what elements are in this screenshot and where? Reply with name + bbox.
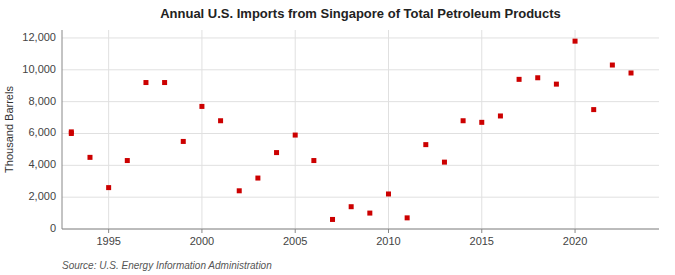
y-tick-label: 6,000 (28, 126, 56, 138)
y-grid-line (62, 69, 659, 70)
point (479, 120, 484, 125)
x-tick-label: 2015 (470, 235, 494, 247)
x-tick-label: 2000 (190, 235, 214, 247)
points (69, 39, 634, 222)
point (386, 191, 391, 196)
point (181, 139, 186, 144)
y-tick-label: 2,000 (28, 190, 56, 202)
point (69, 129, 74, 134)
title: Annual U.S. Imports from Singapore of To… (160, 6, 561, 21)
y-tick-label: 10,000 (22, 63, 56, 75)
point (442, 160, 447, 165)
point (461, 118, 466, 123)
point (610, 63, 615, 68)
x-tick (388, 229, 389, 233)
point (311, 158, 316, 163)
point (199, 104, 204, 109)
x-tick (201, 229, 202, 233)
y-tick-label: 0 (50, 222, 56, 234)
axes: 0 2,000 4,000 6,000 8,000 10,000 12,000 1995 200… (22, 30, 659, 247)
x-tick-label: 2005 (283, 235, 307, 247)
grid (62, 30, 659, 229)
point (349, 204, 354, 209)
point (87, 155, 92, 160)
x-grid-line (108, 30, 109, 229)
chart: 0 2,000 4,000 6,000 8,000 10,000 12,000 1995 200… (0, 0, 675, 275)
point (517, 77, 522, 82)
y-axis-line (62, 30, 63, 229)
point (423, 142, 428, 147)
y-axis-label: Thousand Barrels (3, 86, 15, 173)
x-tick (481, 229, 482, 233)
point (573, 39, 578, 44)
point (629, 70, 634, 75)
y-grid-line (62, 37, 659, 38)
x-tick (295, 229, 296, 233)
point (293, 133, 298, 138)
y-grid-line (62, 101, 659, 102)
x-tick (575, 229, 576, 233)
x-tick-label: 1995 (96, 235, 120, 247)
x-grid-line (388, 30, 389, 229)
y-tick-label: 4,000 (28, 158, 56, 170)
y-grid-line (62, 229, 659, 230)
point (405, 215, 410, 220)
y-tick-label: 8,000 (28, 95, 56, 107)
x-tick-label: 2020 (563, 235, 587, 247)
point (274, 150, 279, 155)
x-grid-line (295, 30, 296, 229)
y-grid-line (62, 165, 659, 166)
x-grid-line (481, 30, 482, 229)
y-grid-line (62, 133, 659, 134)
point (237, 188, 242, 193)
point (218, 118, 223, 123)
point (554, 82, 559, 87)
y-grid-line (62, 197, 659, 198)
y-tick-label: 12,000 (22, 31, 56, 43)
point (498, 113, 503, 118)
point (255, 176, 260, 181)
chart-container: 0 2,000 4,000 6,000 8,000 10,000 12,000 1995 200… (0, 0, 675, 275)
point (367, 211, 372, 216)
point (125, 158, 130, 163)
point (162, 80, 167, 85)
point (143, 80, 148, 85)
x-grid-line (575, 30, 576, 229)
source: Source: U.S. Energy Information Administ… (62, 260, 272, 271)
point (535, 75, 540, 80)
x-axis-line (62, 229, 659, 230)
point (106, 185, 111, 190)
point (591, 107, 596, 112)
point (330, 217, 335, 222)
x-tick (108, 229, 109, 233)
x-tick-label: 2010 (376, 235, 400, 247)
x-grid-line (201, 30, 202, 229)
